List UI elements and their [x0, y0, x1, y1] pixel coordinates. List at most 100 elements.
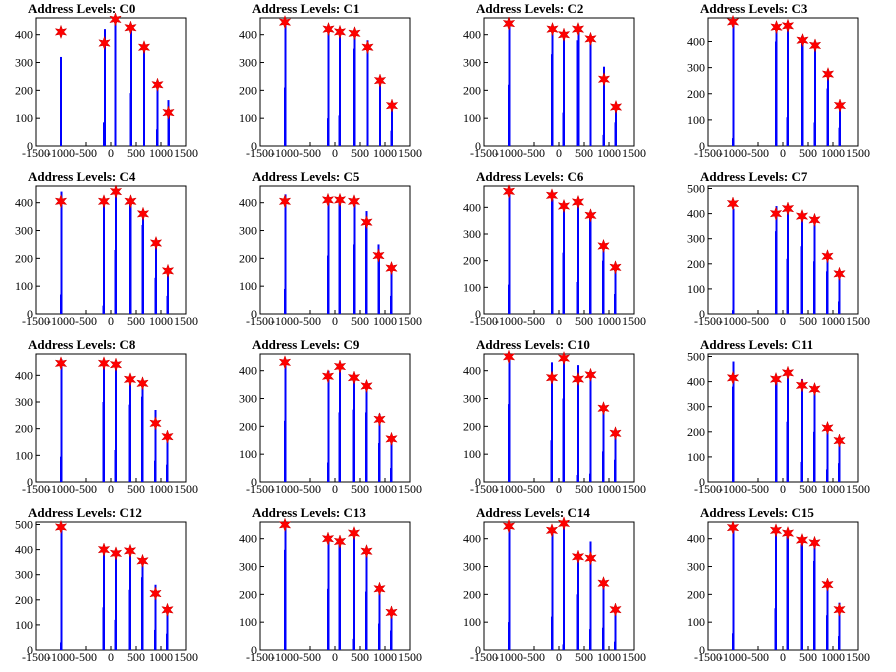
y-tick-label: 0 — [251, 643, 257, 657]
peak-star-marker — [821, 420, 834, 436]
chart-panel-c12: Address Levels: C12 0 100 200 300 400 500 -1500… — [0, 504, 224, 672]
peak-star-marker — [321, 531, 335, 546]
y-tick-label: 400 — [15, 28, 33, 42]
peak-star-marker — [333, 192, 347, 208]
chart-title: Address Levels: C13 — [252, 505, 366, 520]
y-tick-label: 300 — [239, 560, 257, 574]
y-tick-label: 100 — [239, 615, 257, 629]
y-tick-label: 100 — [463, 111, 481, 125]
y-tick-label: 0 — [699, 307, 705, 321]
x-tick-label: 1000 — [373, 650, 397, 664]
x-tick-label: -1500 — [470, 650, 498, 664]
chart-svg: Address Levels: C10 0 100 200 300 400 -1500-10… — [463, 337, 646, 496]
peak-star-marker — [373, 581, 386, 597]
y-tick-label: 500 — [15, 518, 33, 532]
x-tick-label: 500 — [575, 482, 593, 496]
y-tick-label: 200 — [15, 593, 33, 607]
peak-star-marker — [557, 198, 571, 214]
y-tick-label: 0 — [27, 139, 33, 153]
peak-star-marker — [833, 602, 846, 617]
peak-star-marker — [796, 32, 809, 48]
peak-star-marker — [584, 550, 597, 566]
y-tick-label: 400 — [687, 375, 705, 389]
x-tick-label: 0 — [556, 482, 562, 496]
peak-star-marker — [808, 212, 821, 228]
x-tick-label: 0 — [332, 650, 338, 664]
x-tick-label: 0 — [332, 482, 338, 496]
chart-svg: Address Levels: C4 0 100 200 300 400 -1500-100… — [15, 169, 198, 328]
x-tick-label: -1500 — [22, 146, 50, 160]
peak-star-marker — [348, 26, 361, 41]
plot-frame — [35, 185, 187, 315]
y-tick-label: 200 — [687, 587, 705, 601]
peak-star-marker — [571, 371, 585, 387]
peak-star-marker — [123, 543, 137, 559]
y-tick-label: 300 — [239, 56, 257, 70]
x-tick-label: -1000 — [719, 314, 747, 328]
peak-star-marker — [808, 535, 821, 551]
y-tick-label: 100 — [15, 111, 33, 125]
y-tick-label: 300 — [463, 227, 481, 241]
x-tick-label: -500 — [75, 146, 97, 160]
x-tick-label: -500 — [75, 314, 97, 328]
x-tick-label: -1000 — [271, 650, 299, 664]
y-tick-label: 400 — [463, 28, 481, 42]
peak-star-marker — [347, 194, 361, 209]
x-tick-label: -1000 — [47, 650, 75, 664]
y-tick-label: 100 — [463, 280, 481, 294]
chart-svg: Address Levels: C6 0 100 200 300 400 -1500-100… — [463, 169, 646, 328]
peak-star-marker — [97, 356, 111, 371]
chart-title: Address Levels: C5 — [252, 169, 360, 184]
x-tick-label: -500 — [299, 650, 321, 664]
x-tick-label: 500 — [351, 146, 369, 160]
x-tick-label: -1000 — [495, 482, 523, 496]
peak-star-marker — [726, 370, 740, 386]
peak-star-marker — [385, 605, 398, 620]
y-tick-label: 100 — [239, 447, 257, 461]
peak-star-marker — [557, 27, 571, 42]
peak-star-marker — [571, 549, 585, 565]
x-tick-label: 1000 — [597, 146, 621, 160]
chart-svg: Address Levels: C9 0 100 200 300 400 -1500-100… — [239, 337, 422, 496]
x-tick-label: -500 — [747, 314, 769, 328]
y-tick-label: 0 — [699, 643, 705, 657]
y-tick-label: 0 — [475, 475, 481, 489]
y-tick-label: 200 — [15, 422, 33, 436]
peak-star-marker — [795, 208, 809, 224]
x-tick-label: -500 — [747, 146, 769, 160]
peak-star-marker — [109, 357, 123, 372]
peak-star-marker — [584, 367, 597, 383]
chart-title: Address Levels: C2 — [476, 1, 583, 16]
x-tick-label: -1500 — [470, 482, 498, 496]
peak-star-marker — [726, 520, 740, 535]
y-tick-label: 400 — [687, 207, 705, 221]
plot-frame — [259, 521, 411, 651]
x-tick-label: -1000 — [47, 146, 75, 160]
x-tick-label: 1000 — [821, 650, 845, 664]
peak-star-marker — [545, 188, 559, 203]
y-tick-label: 0 — [27, 307, 33, 321]
peak-star-marker — [333, 24, 347, 40]
x-tick-label: 1500 — [622, 650, 646, 664]
peak-star-marker — [333, 359, 347, 374]
y-tick-label: 200 — [687, 425, 705, 439]
x-tick-label: 500 — [127, 146, 145, 160]
peak-star-marker — [385, 98, 399, 113]
peak-star-marker — [54, 356, 68, 371]
y-tick-label: 100 — [463, 615, 481, 629]
x-tick-label: 1000 — [597, 314, 621, 328]
peak-star-marker — [502, 16, 516, 31]
plot-frame — [707, 521, 859, 651]
x-tick-label: 0 — [332, 146, 338, 160]
y-tick-label: 200 — [687, 257, 705, 271]
peak-star-marker — [347, 525, 361, 541]
chart-panel-c4: Address Levels: C4 0 100 200 300 400 -1500 -100… — [0, 168, 224, 336]
chart-panel-c13: Address Levels: C13 0 100 200 300 400 -1500 -10… — [224, 504, 448, 672]
x-tick-label: 1000 — [149, 482, 173, 496]
peak-star-marker — [833, 266, 846, 282]
y-tick-label: 300 — [239, 392, 257, 406]
y-tick-label: 400 — [239, 196, 257, 210]
x-tick-label: 1000 — [149, 146, 173, 160]
y-tick-label: 200 — [239, 587, 257, 601]
